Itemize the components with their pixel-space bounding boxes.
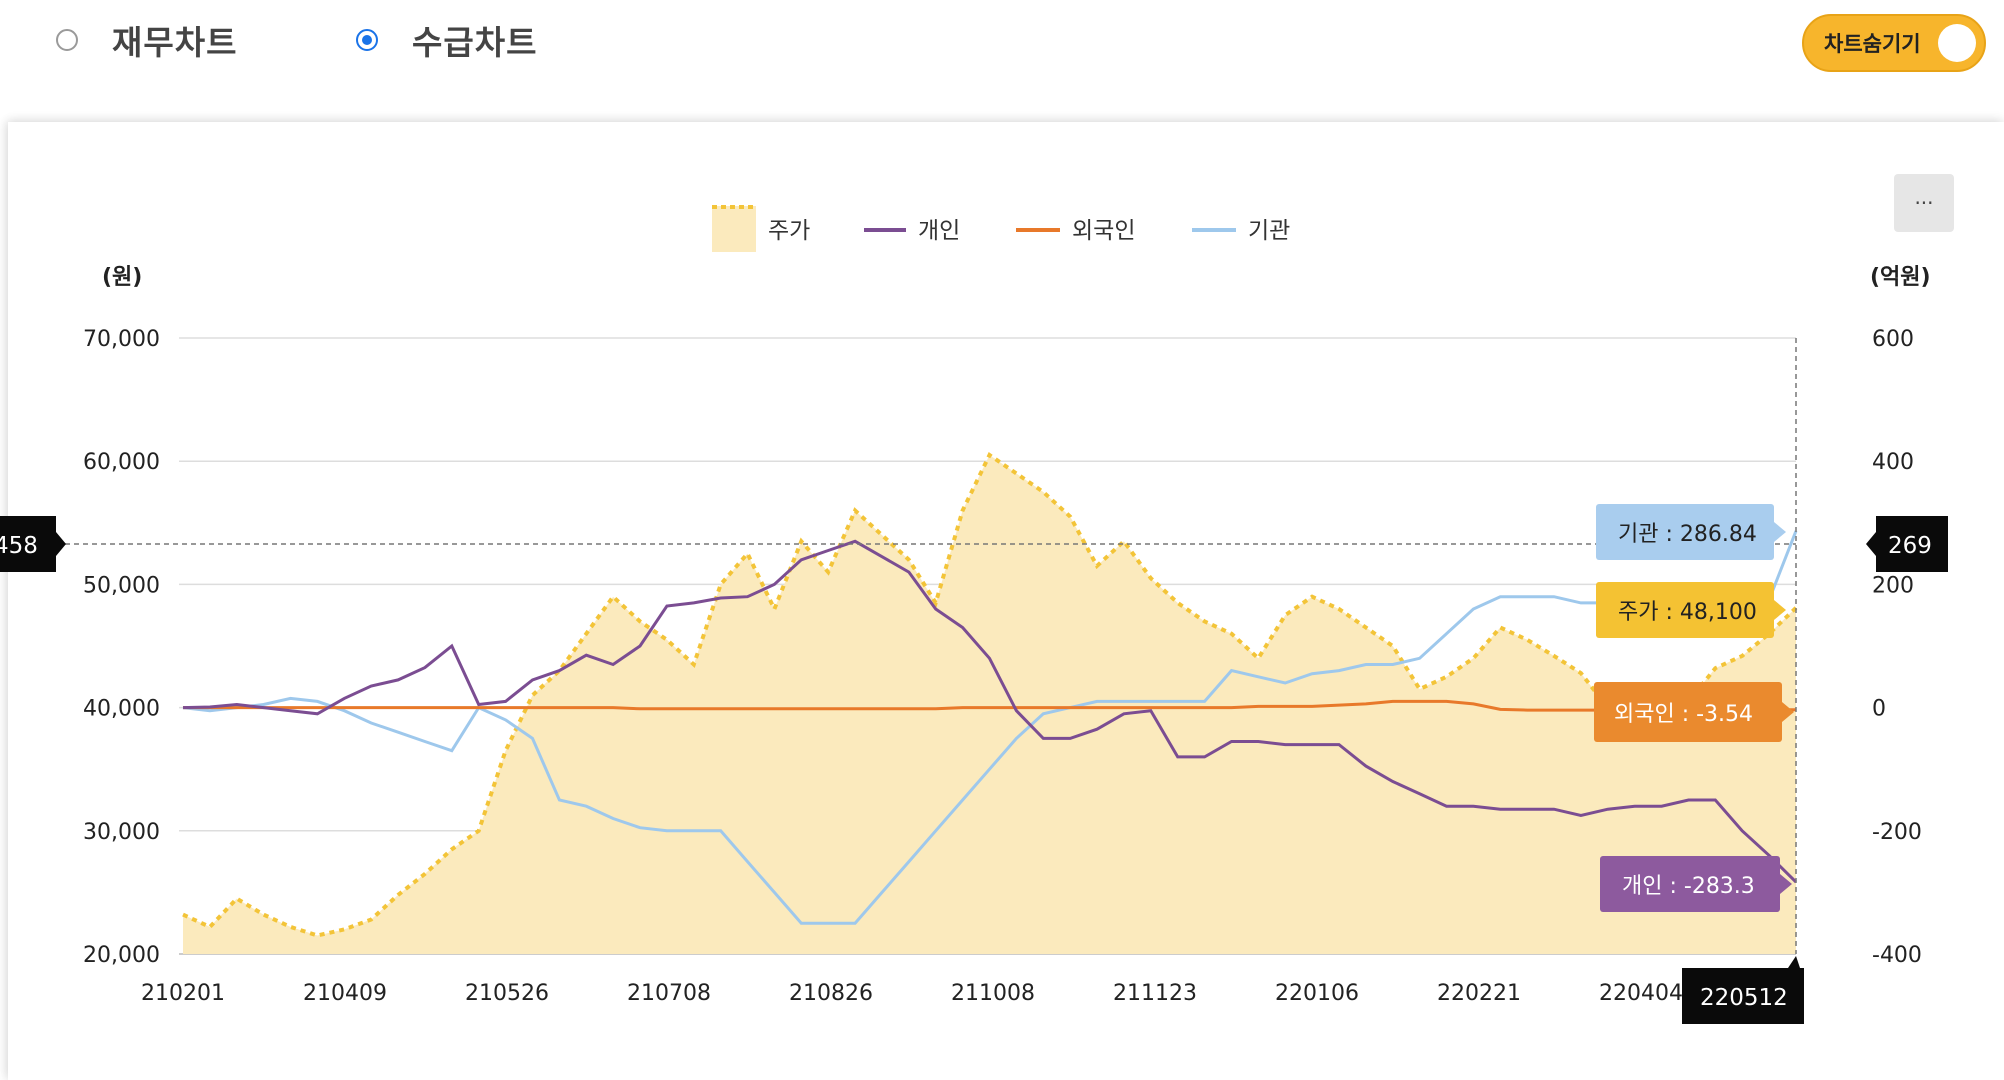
left-axis-ticks: 70,000 60,000 50,000 40,000 30,000 20,000 <box>83 327 160 968</box>
x-axis-tick-label: 220221 <box>1437 981 1521 1006</box>
right-axis-unit: (억원) <box>1870 265 1931 290</box>
tooltip-price: 주가 : 48,100 <box>1596 582 1786 638</box>
radio-financial-chart-label: 재무차트 <box>112 23 238 62</box>
x-axis-tick-label: 211123 <box>1113 981 1197 1006</box>
tooltip-institution: 기관 : 286.84 <box>1596 504 1786 560</box>
left-axis-unit: (원) <box>102 265 142 290</box>
crosshair-left-label: 458 <box>0 516 66 572</box>
radio-supply-chart-label: 수급차트 <box>412 23 538 62</box>
hide-chart-toggle[interactable]: 차트숨기기 <box>1802 14 1986 72</box>
legend-item-institution[interactable]: 기관 <box>1192 218 1290 244</box>
radio-supply-chart[interactable]: 수급차트 <box>356 22 537 62</box>
radio-financial-chart[interactable]: 재무차트 <box>56 22 237 62</box>
legend-institution-label: 기관 <box>1248 218 1290 244</box>
legend-price-swatch <box>712 206 756 252</box>
legend-item-individual[interactable]: 개인 <box>864 218 960 244</box>
left-axis-tick-label: 30,000 <box>83 820 160 845</box>
left-axis-tick-label: 40,000 <box>83 697 160 722</box>
radio-supply-chart-dot[interactable] <box>356 29 378 51</box>
hide-chart-toggle-label: 차트숨기기 <box>1824 32 1921 56</box>
chart-menu-label: ··· <box>1914 191 1934 215</box>
x-axis-tick-label: 220106 <box>1275 981 1359 1006</box>
chart-type-selector: 재무차트 수급차트 차트숨기기 <box>0 0 2004 110</box>
x-axis-tick-label: 210201 <box>141 981 225 1006</box>
legend: 주가 개인 외국인 기관 <box>712 205 1290 252</box>
radio-financial-chart-dot[interactable] <box>56 29 78 51</box>
left-axis-tick-label: 60,000 <box>83 450 160 475</box>
toggle-knob[interactable] <box>1938 24 1976 62</box>
tooltip-individual-text: 개인 : -283.3 <box>1622 874 1755 899</box>
right-axis-tick-label: 600 <box>1872 327 1914 352</box>
legend-item-price[interactable]: 주가 <box>712 205 810 252</box>
left-axis-tick-label: 70,000 <box>83 327 160 352</box>
chart-menu-button[interactable]: ··· <box>1894 174 1954 232</box>
crosshair-x-value: 220512 <box>1700 985 1788 1011</box>
crosshair-x-label: 220512 <box>1682 956 1804 1024</box>
left-axis-tick-label: 50,000 <box>83 573 160 598</box>
right-axis-tick-label: 200 <box>1872 573 1914 598</box>
legend-item-foreign[interactable]: 외국인 <box>1016 218 1135 244</box>
tooltip-foreign: 외국인 : -3.54 <box>1594 682 1794 742</box>
tooltip-foreign-text: 외국인 : -3.54 <box>1614 702 1753 727</box>
right-axis-ticks: 600 400 200 0 -200 -400 <box>1872 327 1922 968</box>
individual-series-line <box>182 539 1798 884</box>
foreign-series-line <box>183 699 1796 712</box>
legend-individual-label: 개인 <box>918 218 960 244</box>
x-axis-tick-label: 210708 <box>627 981 711 1006</box>
crosshair-right-label: 269 <box>1866 516 1948 572</box>
tooltip-individual: 개인 : -283.3 <box>1600 856 1792 912</box>
crosshair-right-value: 269 <box>1888 533 1932 559</box>
crosshair-left-value: 458 <box>0 533 38 559</box>
legend-foreign-label: 외국인 <box>1072 218 1135 244</box>
x-axis-tick-label: 211008 <box>951 981 1035 1006</box>
x-axis-tick-label: 210409 <box>303 981 387 1006</box>
price-area <box>183 455 1796 954</box>
x-axis-tick-label: 210826 <box>789 981 873 1006</box>
x-axis-tick-label: 210526 <box>465 981 549 1006</box>
left-axis-tick-label: 20,000 <box>83 943 160 968</box>
institution-series-line <box>182 530 1798 925</box>
right-axis-tick-label: -200 <box>1872 820 1922 845</box>
tooltip-institution-text: 기관 : 286.84 <box>1618 522 1757 547</box>
legend-price-label: 주가 <box>768 218 810 244</box>
right-axis-tick-label: 0 <box>1872 697 1886 722</box>
x-axis-ticks: 210201 210409 210526 210708 210826 211008 2111… <box>141 981 1683 1006</box>
right-axis-tick-label: -400 <box>1872 943 1922 968</box>
price-series-line <box>182 452 1798 938</box>
x-axis-tick-label: 220404 <box>1599 981 1683 1006</box>
tooltip-price-text: 주가 : 48,100 <box>1618 600 1757 625</box>
right-axis-tick-label: 400 <box>1872 450 1914 475</box>
